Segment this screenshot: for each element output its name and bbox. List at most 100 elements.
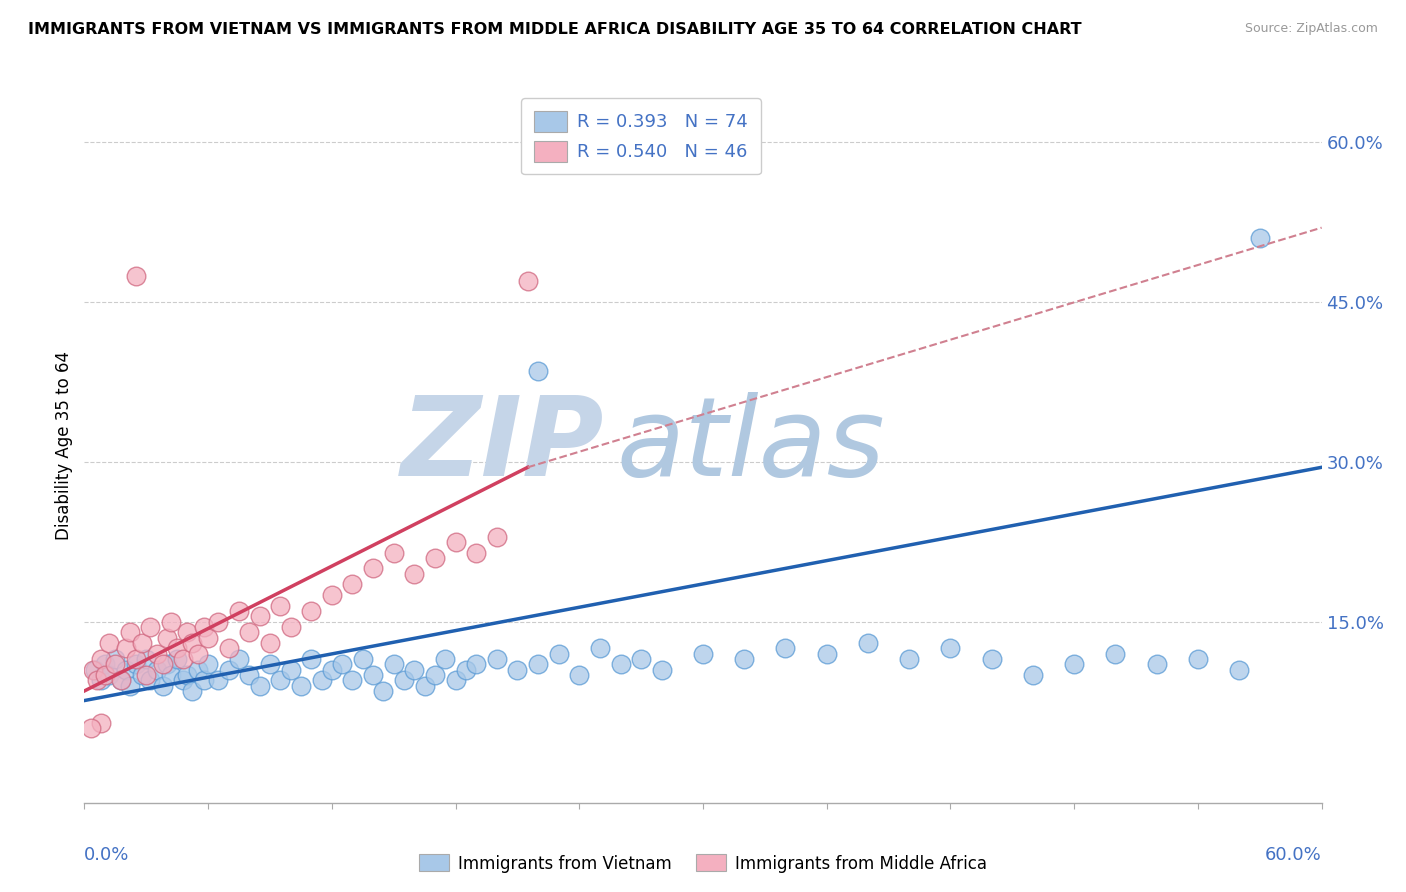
Point (104, 657, 127, 672)
Point (86, 673, 108, 688)
Point (218, 663, 240, 677)
Point (172, 673, 194, 688)
Point (160, 668, 183, 682)
Point (139, 620, 162, 634)
Point (547, 647, 569, 661)
Legend: Immigrants from Vietnam, Immigrants from Middle Africa: Immigrants from Vietnam, Immigrants from… (412, 847, 994, 880)
Point (152, 679, 174, 693)
Point (568, 668, 591, 682)
Point (465, 545, 488, 559)
Point (228, 604, 250, 618)
Point (280, 663, 302, 677)
Point (299, 604, 322, 618)
Point (249, 609, 271, 624)
Point (125, 652, 148, 666)
Point (630, 652, 652, 666)
Point (90, 673, 112, 688)
Point (172, 652, 194, 666)
Point (156, 657, 179, 672)
Point (1249, 231, 1271, 245)
Point (104, 652, 127, 666)
Point (110, 673, 132, 688)
Point (856, 636, 879, 650)
Point (527, 657, 550, 672)
Point (259, 636, 281, 650)
Point (207, 673, 229, 688)
Point (1227, 663, 1250, 677)
Text: 60.0%: 60.0% (1265, 846, 1322, 863)
Point (485, 652, 508, 666)
Point (1187, 652, 1209, 666)
Point (131, 636, 153, 650)
Point (342, 577, 364, 591)
Point (404, 566, 426, 581)
Point (160, 615, 183, 629)
Point (342, 673, 364, 688)
Point (1063, 657, 1085, 672)
Point (79, 721, 101, 735)
Point (321, 588, 343, 602)
Point (311, 673, 333, 688)
Point (352, 652, 374, 666)
Point (269, 673, 291, 688)
Point (444, 534, 467, 549)
Point (180, 636, 202, 650)
Point (94, 657, 117, 672)
Point (228, 652, 250, 666)
Point (218, 641, 240, 656)
Point (609, 657, 631, 672)
Point (152, 657, 174, 672)
Point (692, 647, 714, 661)
Point (249, 679, 271, 693)
Point (90, 715, 112, 730)
Point (980, 652, 1002, 666)
Point (454, 663, 477, 677)
Point (94, 668, 117, 682)
Point (733, 652, 755, 666)
Point (413, 679, 436, 693)
Point (404, 663, 426, 677)
Point (280, 620, 302, 634)
Point (83, 663, 105, 677)
Point (197, 657, 219, 672)
Point (939, 641, 962, 656)
Point (444, 673, 467, 688)
Point (290, 679, 312, 693)
Y-axis label: Disability Age 35 to 64: Disability Age 35 to 64 (55, 351, 73, 541)
Point (166, 641, 188, 656)
Point (139, 673, 162, 688)
Point (382, 657, 405, 672)
Point (180, 684, 202, 698)
Point (131, 668, 153, 682)
Point (98, 668, 121, 682)
Point (589, 641, 612, 656)
Point (392, 673, 415, 688)
Point (90, 652, 112, 666)
Point (176, 625, 198, 640)
Point (516, 274, 538, 288)
Point (423, 668, 446, 682)
Point (125, 657, 148, 672)
Text: 0.0%: 0.0% (84, 846, 129, 863)
Point (434, 652, 457, 666)
Point (330, 657, 353, 672)
Point (125, 268, 148, 283)
Point (1104, 647, 1126, 661)
Point (527, 364, 550, 378)
Point (187, 647, 209, 661)
Point (269, 599, 291, 613)
Point (775, 641, 797, 656)
Point (506, 663, 529, 677)
Point (166, 652, 188, 666)
Point (815, 647, 838, 661)
Point (373, 684, 395, 698)
Point (118, 625, 141, 640)
Text: ZIP: ZIP (401, 392, 605, 500)
Point (321, 663, 343, 677)
Point (187, 663, 209, 677)
Point (423, 550, 446, 565)
Point (156, 631, 179, 645)
Point (114, 641, 136, 656)
Point (110, 673, 132, 688)
Text: atlas: atlas (616, 392, 884, 500)
